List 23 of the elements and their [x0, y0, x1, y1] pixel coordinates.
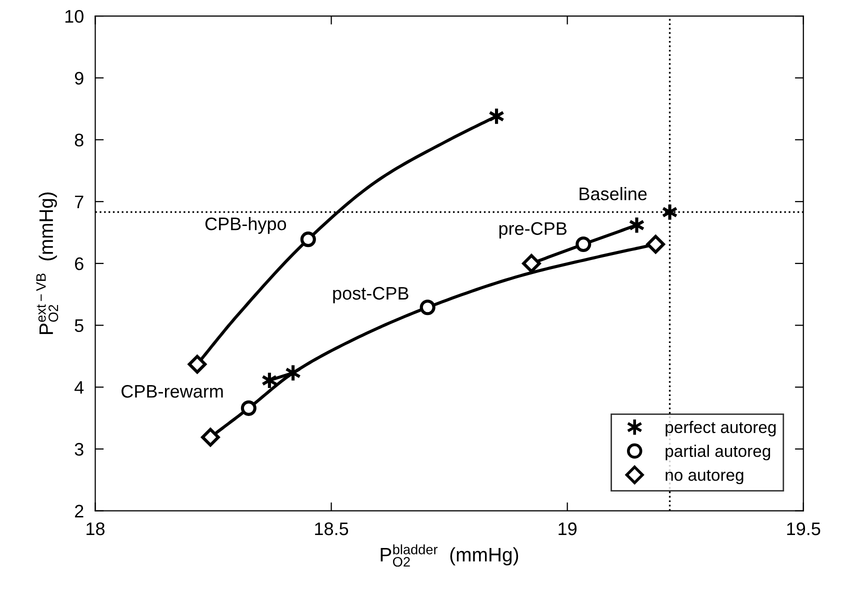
x-tick-label: 19.5: [787, 522, 820, 536]
annotation: Baseline: [580, 187, 647, 200]
y-tick-label: 10: [65, 10, 84, 23]
y-tick-label: 8: [74, 134, 84, 146]
legend-label: partial autoreg: [666, 444, 770, 460]
legend-label: perfect autoreg: [666, 420, 776, 436]
y-tick-label: 6: [75, 257, 84, 270]
y-tick-label: 7: [75, 196, 84, 208]
y-tick-label: 5: [74, 319, 84, 332]
y-tick-label: 2: [75, 504, 84, 518]
text: P$^{bladder}$$_{O2}$ (mmHg): [380, 544, 518, 567]
text: P$^{ext−VB}$$_{O2}$ (mmHg): [36, 192, 58, 334]
y-tick-label: 3: [74, 442, 84, 456]
x-tick-label: 18: [86, 522, 105, 536]
annotation: CPB-rewarm: [122, 384, 223, 398]
x-tick-label: 18.5: [315, 522, 348, 536]
legend-label: no autoreg: [666, 470, 744, 484]
annotation: pre-CPB: [499, 222, 567, 239]
y-tick-label: 4: [74, 381, 84, 394]
y-tick-label: 9: [74, 72, 84, 85]
annotation: CPB-hypo: [205, 217, 286, 234]
annotation: post-CPB: [333, 286, 408, 304]
x-tick-label: 19: [558, 522, 577, 536]
